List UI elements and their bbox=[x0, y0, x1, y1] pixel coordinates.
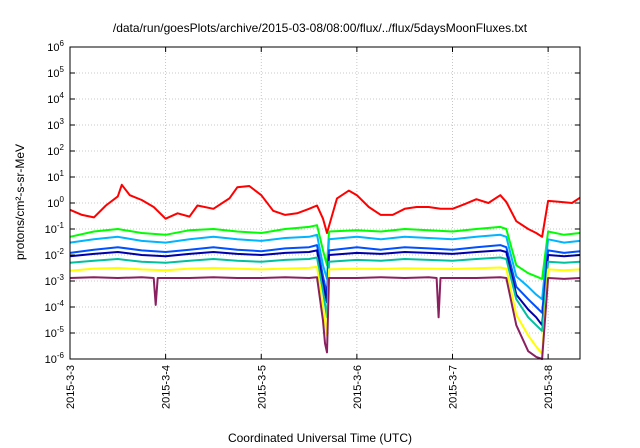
series-line-1 bbox=[69, 183, 581, 238]
x-tick-label: 2015-3-3 bbox=[65, 365, 77, 409]
y-tick-label: 101 bbox=[47, 169, 64, 184]
data-series bbox=[69, 183, 581, 360]
series-line-8 bbox=[69, 276, 581, 360]
x-axis: 2015-3-3 2015-3-4 2015-3-5 2015-3-6 2015-3-7… bbox=[65, 47, 555, 409]
y-tick-label: 10-1 bbox=[45, 221, 65, 236]
x-tick-label: 2015-3-8 bbox=[543, 365, 555, 409]
y-axis: 10-6 10-5 10-4 10-3 10-2 10-1 100 101 102 103 104 1… bbox=[45, 39, 580, 366]
series-line-2 bbox=[69, 224, 581, 280]
y-tick-label: 103 bbox=[47, 117, 64, 132]
series-line-3 bbox=[69, 233, 581, 301]
y-tick-label: 106 bbox=[47, 39, 64, 54]
series-line-7 bbox=[69, 265, 581, 355]
y-tick-label: 102 bbox=[47, 143, 64, 158]
y-tick-label: 10-3 bbox=[45, 273, 65, 288]
y-tick-label: 10-2 bbox=[45, 247, 65, 262]
chart-title: /data/run/goesPlots/archive/2015-03-08/0… bbox=[112, 21, 528, 35]
y-tick-label: 104 bbox=[47, 91, 64, 106]
x-axis-label: Coordinated Universal Time (UTC) bbox=[227, 431, 413, 445]
y-tick-label: 10-6 bbox=[45, 351, 65, 366]
x-tick-label: 2015-3-4 bbox=[161, 365, 173, 409]
y-tick-label: 105 bbox=[47, 65, 64, 80]
y-tick-label: 10-5 bbox=[45, 325, 65, 340]
y-tick-label: 10-4 bbox=[45, 299, 65, 314]
x-tick-label: 2015-3-7 bbox=[448, 365, 460, 409]
series-line-6 bbox=[69, 256, 581, 332]
x-tick-label: 2015-3-6 bbox=[352, 365, 364, 409]
y-tick-label: 100 bbox=[47, 195, 64, 210]
series-line-5 bbox=[69, 249, 581, 327]
x-tick-label: 2015-3-5 bbox=[256, 365, 268, 409]
series-line-4 bbox=[69, 244, 581, 314]
